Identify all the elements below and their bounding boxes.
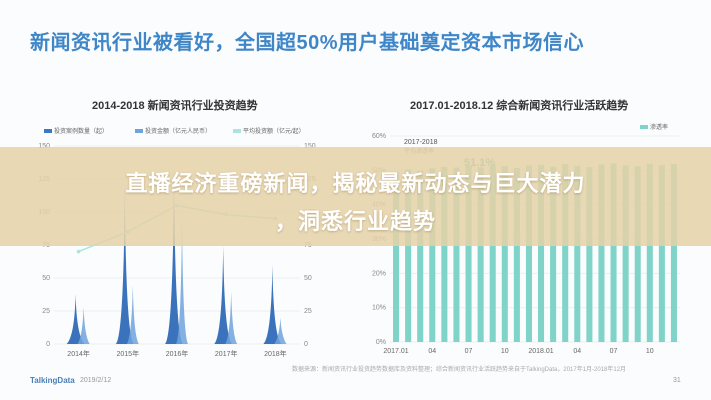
- y-tick-label: 60%: [372, 133, 386, 140]
- left-legend-item: 平均投资额（亿元/起）: [233, 126, 305, 135]
- y-tick-label: 10%: [372, 305, 386, 312]
- bar: [441, 166, 448, 342]
- bar: [538, 164, 545, 342]
- right-activity-chart: 60%50%40%30%20%10%0%2017.010407102018.01…: [372, 133, 680, 355]
- x-tick-label: 10: [501, 348, 509, 355]
- source-note: 数据来源：新闻资讯行业投资趋势数据库及资料整理；综合新闻资讯行业活跃趋势来自于T…: [292, 367, 627, 373]
- bar: [405, 169, 412, 342]
- bar: [586, 167, 593, 342]
- right-legend-item: 渗透率: [640, 122, 668, 131]
- bar: [513, 167, 520, 342]
- left-legend-label: 投资金额（亿元人民币）: [145, 129, 212, 135]
- bar: [165, 172, 183, 344]
- x-tick-label: 04: [428, 348, 436, 355]
- slide-headline: 新闻资讯行业被看好，全国超50%用户基础奠定资本市场信心: [30, 32, 585, 54]
- bar: [263, 264, 282, 344]
- bar: [274, 317, 287, 344]
- bar: [429, 168, 436, 342]
- bar: [550, 166, 557, 342]
- x-tick-label: 2015年: [117, 349, 140, 358]
- bar: [77, 307, 90, 344]
- x-tick-label: 2018.01: [528, 348, 553, 355]
- x-tick-label: 04: [573, 348, 581, 355]
- x-tick-label: 2017年: [215, 349, 238, 358]
- line-point: [76, 249, 81, 254]
- bar: [126, 284, 139, 344]
- bar: [574, 165, 581, 342]
- bar: [214, 245, 233, 344]
- bar: [115, 185, 134, 344]
- bar: [610, 163, 617, 342]
- bar: [598, 164, 605, 342]
- x-tick-label: 2018年: [264, 349, 287, 358]
- bar: [622, 165, 629, 342]
- bar: [562, 164, 569, 342]
- right-legend-label: 渗透率: [650, 125, 669, 131]
- y-right-tick-label: 50: [304, 275, 312, 282]
- y-tick-label: 50: [42, 275, 50, 282]
- y-tick-label: 0: [46, 341, 50, 348]
- left-legend-item: 投资案例数量（起）: [44, 126, 108, 135]
- y-tick-label: 0%: [376, 339, 386, 346]
- brand-logo: TalkingData: [30, 376, 75, 385]
- bar: [634, 166, 641, 342]
- bar: [501, 166, 508, 342]
- annotation-label: 2017-2018: [404, 139, 438, 146]
- banner-title-line1[interactable]: 直播经济重磅新闻，揭秘最新动态与巨大潜力: [125, 171, 586, 196]
- bar: [646, 163, 653, 342]
- headline-banner: [0, 147, 711, 246]
- x-tick-label: 10: [646, 348, 654, 355]
- x-tick-label: 07: [465, 348, 473, 355]
- left-legend-label: 平均投资额（亿元/起）: [243, 129, 305, 135]
- bar: [66, 293, 85, 344]
- right-chart-title: 2017.01-2018.12 综合新闻资讯行业活跃趋势: [410, 100, 629, 112]
- bar: [477, 167, 484, 342]
- y-tick-label: 20%: [372, 270, 386, 277]
- y-right-tick-label: 25: [304, 308, 312, 315]
- bar: [465, 165, 472, 342]
- bar: [393, 172, 400, 342]
- legend-swatch: [44, 129, 52, 134]
- x-tick-label: 2014年: [67, 349, 90, 358]
- banner-title-line2[interactable]: ，洞悉行业趋势: [274, 209, 436, 234]
- bar: [489, 165, 496, 342]
- x-tick-label: 2017.01: [383, 348, 408, 355]
- left-legend-item: 投资金额（亿元人民币）: [135, 126, 211, 135]
- bar: [453, 167, 460, 342]
- legend-swatch: [135, 129, 143, 134]
- x-tick-label: 07: [610, 348, 618, 355]
- y-right-tick-label: 0: [304, 341, 308, 348]
- left-legend-label: 投资案例数量（起）: [54, 129, 109, 135]
- bar: [225, 291, 238, 344]
- y-tick-label: 150: [38, 143, 50, 150]
- bar: [658, 165, 665, 342]
- footer-date: 2019/2/12: [80, 377, 112, 384]
- legend-swatch: [233, 129, 241, 134]
- bar: [176, 218, 188, 344]
- page-number: 31: [673, 377, 681, 384]
- left-chart-title: 2014-2018 新闻资讯行业投资趋势: [92, 100, 258, 112]
- legend-swatch: [640, 125, 648, 130]
- y-tick-label: 25: [42, 308, 50, 315]
- x-tick-label: 2016年: [166, 349, 189, 358]
- bar: [417, 171, 424, 342]
- bar: [670, 164, 677, 342]
- y-right-tick-label: 150: [304, 143, 316, 150]
- bar: [525, 165, 532, 342]
